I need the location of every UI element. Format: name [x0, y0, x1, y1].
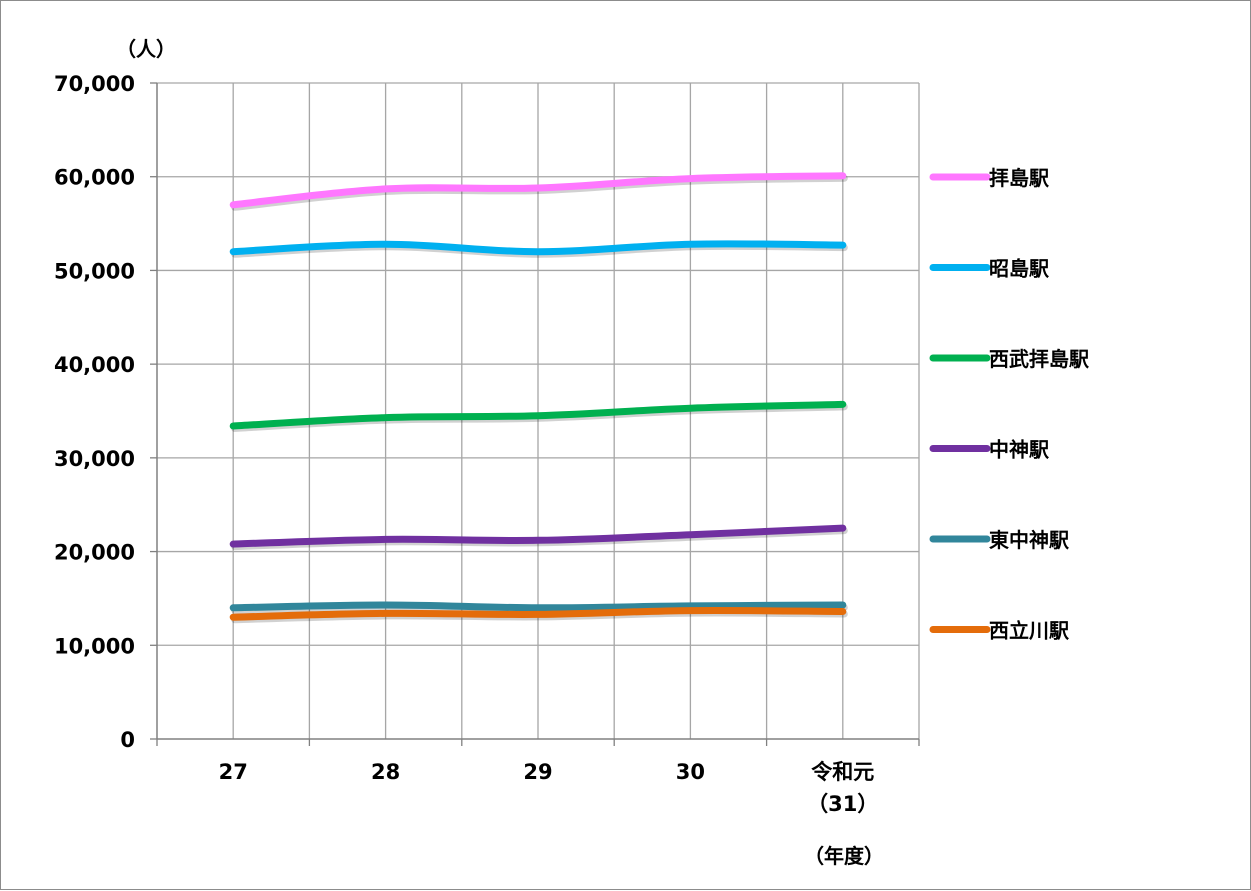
legend-label: 昭島駅: [989, 257, 1049, 281]
tick-labels: 0 10,000 20,000 30,000 40,000 50,000 60,000 70,…: [54, 72, 878, 816]
legend-label: 西立川駅: [989, 619, 1069, 643]
y-tick-label: 60,000: [54, 166, 135, 190]
series-line: [229, 606, 847, 621]
series-lines: [229, 172, 848, 624]
x-tick-label: 27: [219, 760, 248, 784]
series-line: [229, 240, 847, 256]
y-tick-label: 10,000: [54, 634, 135, 658]
series-line: [229, 172, 847, 209]
series-line: [229, 524, 847, 548]
x-axis-unit-label: （年度）: [804, 844, 884, 868]
y-tick-label: 0: [120, 728, 135, 752]
axes: [150, 82, 920, 746]
legend-label: 東中神駅: [989, 528, 1069, 552]
y-axis-unit-label: （人）: [116, 37, 176, 61]
x-tick-label: 30: [676, 760, 705, 784]
series-line: [229, 400, 847, 430]
y-tick-label: 20,000: [54, 541, 135, 565]
x-tick-label: （31）: [807, 792, 878, 816]
y-tick-label: 30,000: [54, 447, 135, 471]
y-tick-label: 70,000: [54, 72, 135, 96]
x-tick-label: 令和元: [811, 760, 874, 784]
legend-label: 拝島駅: [989, 166, 1049, 190]
x-tick-label: 29: [523, 760, 552, 784]
legend-label: 中神駅: [989, 438, 1049, 462]
legend-label: 西武拝島駅: [989, 347, 1089, 371]
series-line: [229, 601, 847, 612]
x-tick-label: 28: [371, 760, 400, 784]
y-tick-label: 50,000: [54, 259, 135, 283]
y-tick-label: 40,000: [54, 353, 135, 377]
